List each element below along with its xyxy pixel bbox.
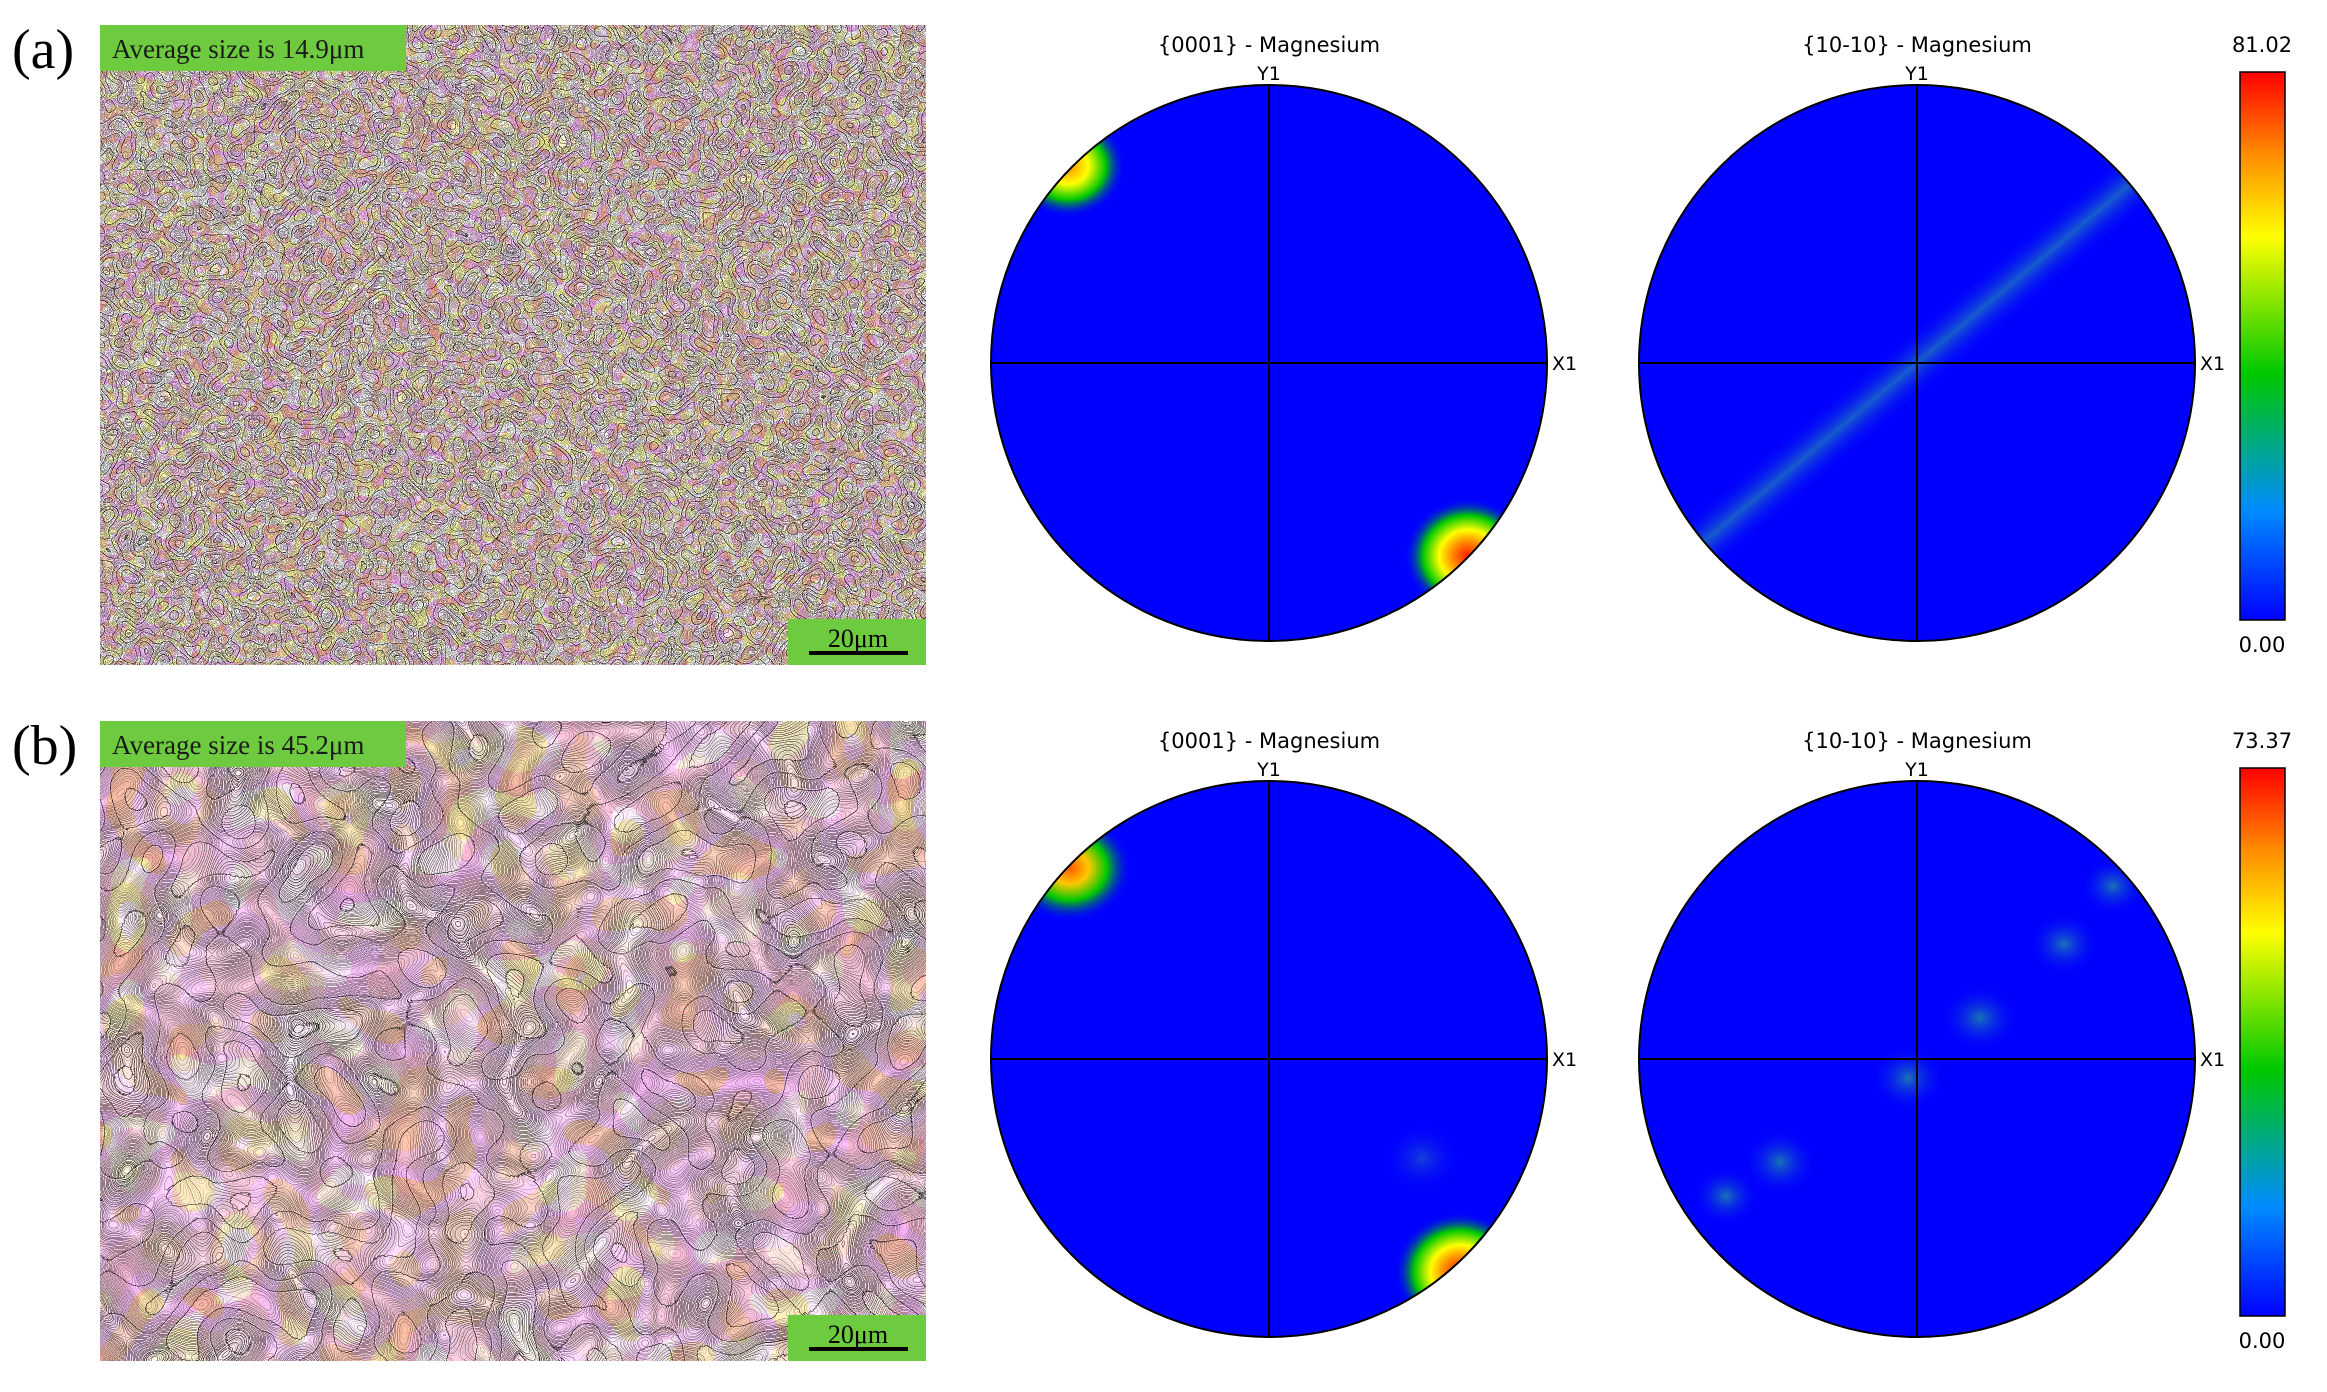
- pole-figure-10-10: {10-10} - Magnesium Y1 X1: [1608, 696, 2228, 1376]
- y-axis-label: Y1: [1256, 63, 1281, 85]
- panel-label: (b): [12, 715, 78, 777]
- average-size-label-box: [100, 25, 406, 71]
- average-size-label-box: [100, 721, 406, 767]
- colorbar-gradient: [2239, 767, 2286, 1317]
- intensity-peak: [1008, 814, 1132, 922]
- figure-row-a: (a): [0, 0, 2327, 680]
- y-axis-label: Y1: [1904, 759, 1929, 781]
- colorbar-max-label: 73.37: [2232, 729, 2292, 753]
- pole-figure-10-10: {10-10} - Magnesium Y1 X1: [1608, 0, 2228, 680]
- scale-bar-label: 20μm: [828, 1320, 888, 1349]
- average-size-label: Average size is 45.2μm: [112, 730, 364, 760]
- pole-figure-0001: {0001} - Magnesium Y1 X1: [960, 696, 1580, 1376]
- colorbar-gradient: [2239, 71, 2286, 621]
- grain-boundaries: [100, 25, 926, 665]
- intensity-colorbar: 81.02 0.00: [2210, 0, 2327, 680]
- pole-figure-title: {0001} - Magnesium: [1158, 33, 1380, 57]
- y-axis-label: Y1: [1904, 63, 1929, 85]
- pole-figure-title: {10-10} - Magnesium: [1802, 33, 2032, 57]
- x-axis-label: X1: [1552, 1049, 1577, 1071]
- intensity-colorbar: 73.37 0.00: [2210, 696, 2327, 1376]
- intensity-peak: [1010, 114, 1126, 218]
- x-axis-label: X1: [1552, 353, 1577, 375]
- colorbar-max-label: 81.02: [2232, 33, 2292, 57]
- intensity-peak: [1870, 1044, 1946, 1112]
- grain-boundaries: [100, 721, 926, 1361]
- colorbar-min-label: 0.00: [2239, 1329, 2286, 1353]
- average-size-label: Average size is 14.9μm: [112, 34, 364, 64]
- intensity-peak: [1742, 1128, 1818, 1196]
- ebsd-orientation-map: Average size is 45.2μm 20μm: [100, 721, 926, 1361]
- intensity-peak: [1692, 1166, 1760, 1226]
- ebsd-orientation-map: Average size is 14.9μm 20μm: [100, 25, 926, 665]
- scale-bar-box: [788, 1315, 926, 1361]
- scale-bar-box: [788, 619, 926, 665]
- intensity-peak: [1394, 1212, 1526, 1332]
- pole-figure-0001: {0001} - Magnesium Y1 X1: [960, 0, 1580, 680]
- figure-row-b: (b): [0, 696, 2327, 1376]
- y-axis-label: Y1: [1256, 759, 1281, 781]
- colorbar-min-label: 0.00: [2239, 633, 2286, 657]
- panel-label: (a): [12, 19, 75, 81]
- pole-figure-title: {0001} - Magnesium: [1158, 729, 1380, 753]
- intensity-peak: [2028, 912, 2100, 976]
- scale-bar-label: 20μm: [828, 624, 888, 653]
- intensity-peak: [1382, 1122, 1462, 1194]
- intensity-peak: [1940, 984, 2020, 1052]
- intensity-peak: [2079, 856, 2147, 916]
- x-axis-label: X1: [2200, 1049, 2225, 1071]
- x-axis-label: X1: [2200, 353, 2225, 375]
- pole-figure-title: {10-10} - Magnesium: [1802, 729, 2032, 753]
